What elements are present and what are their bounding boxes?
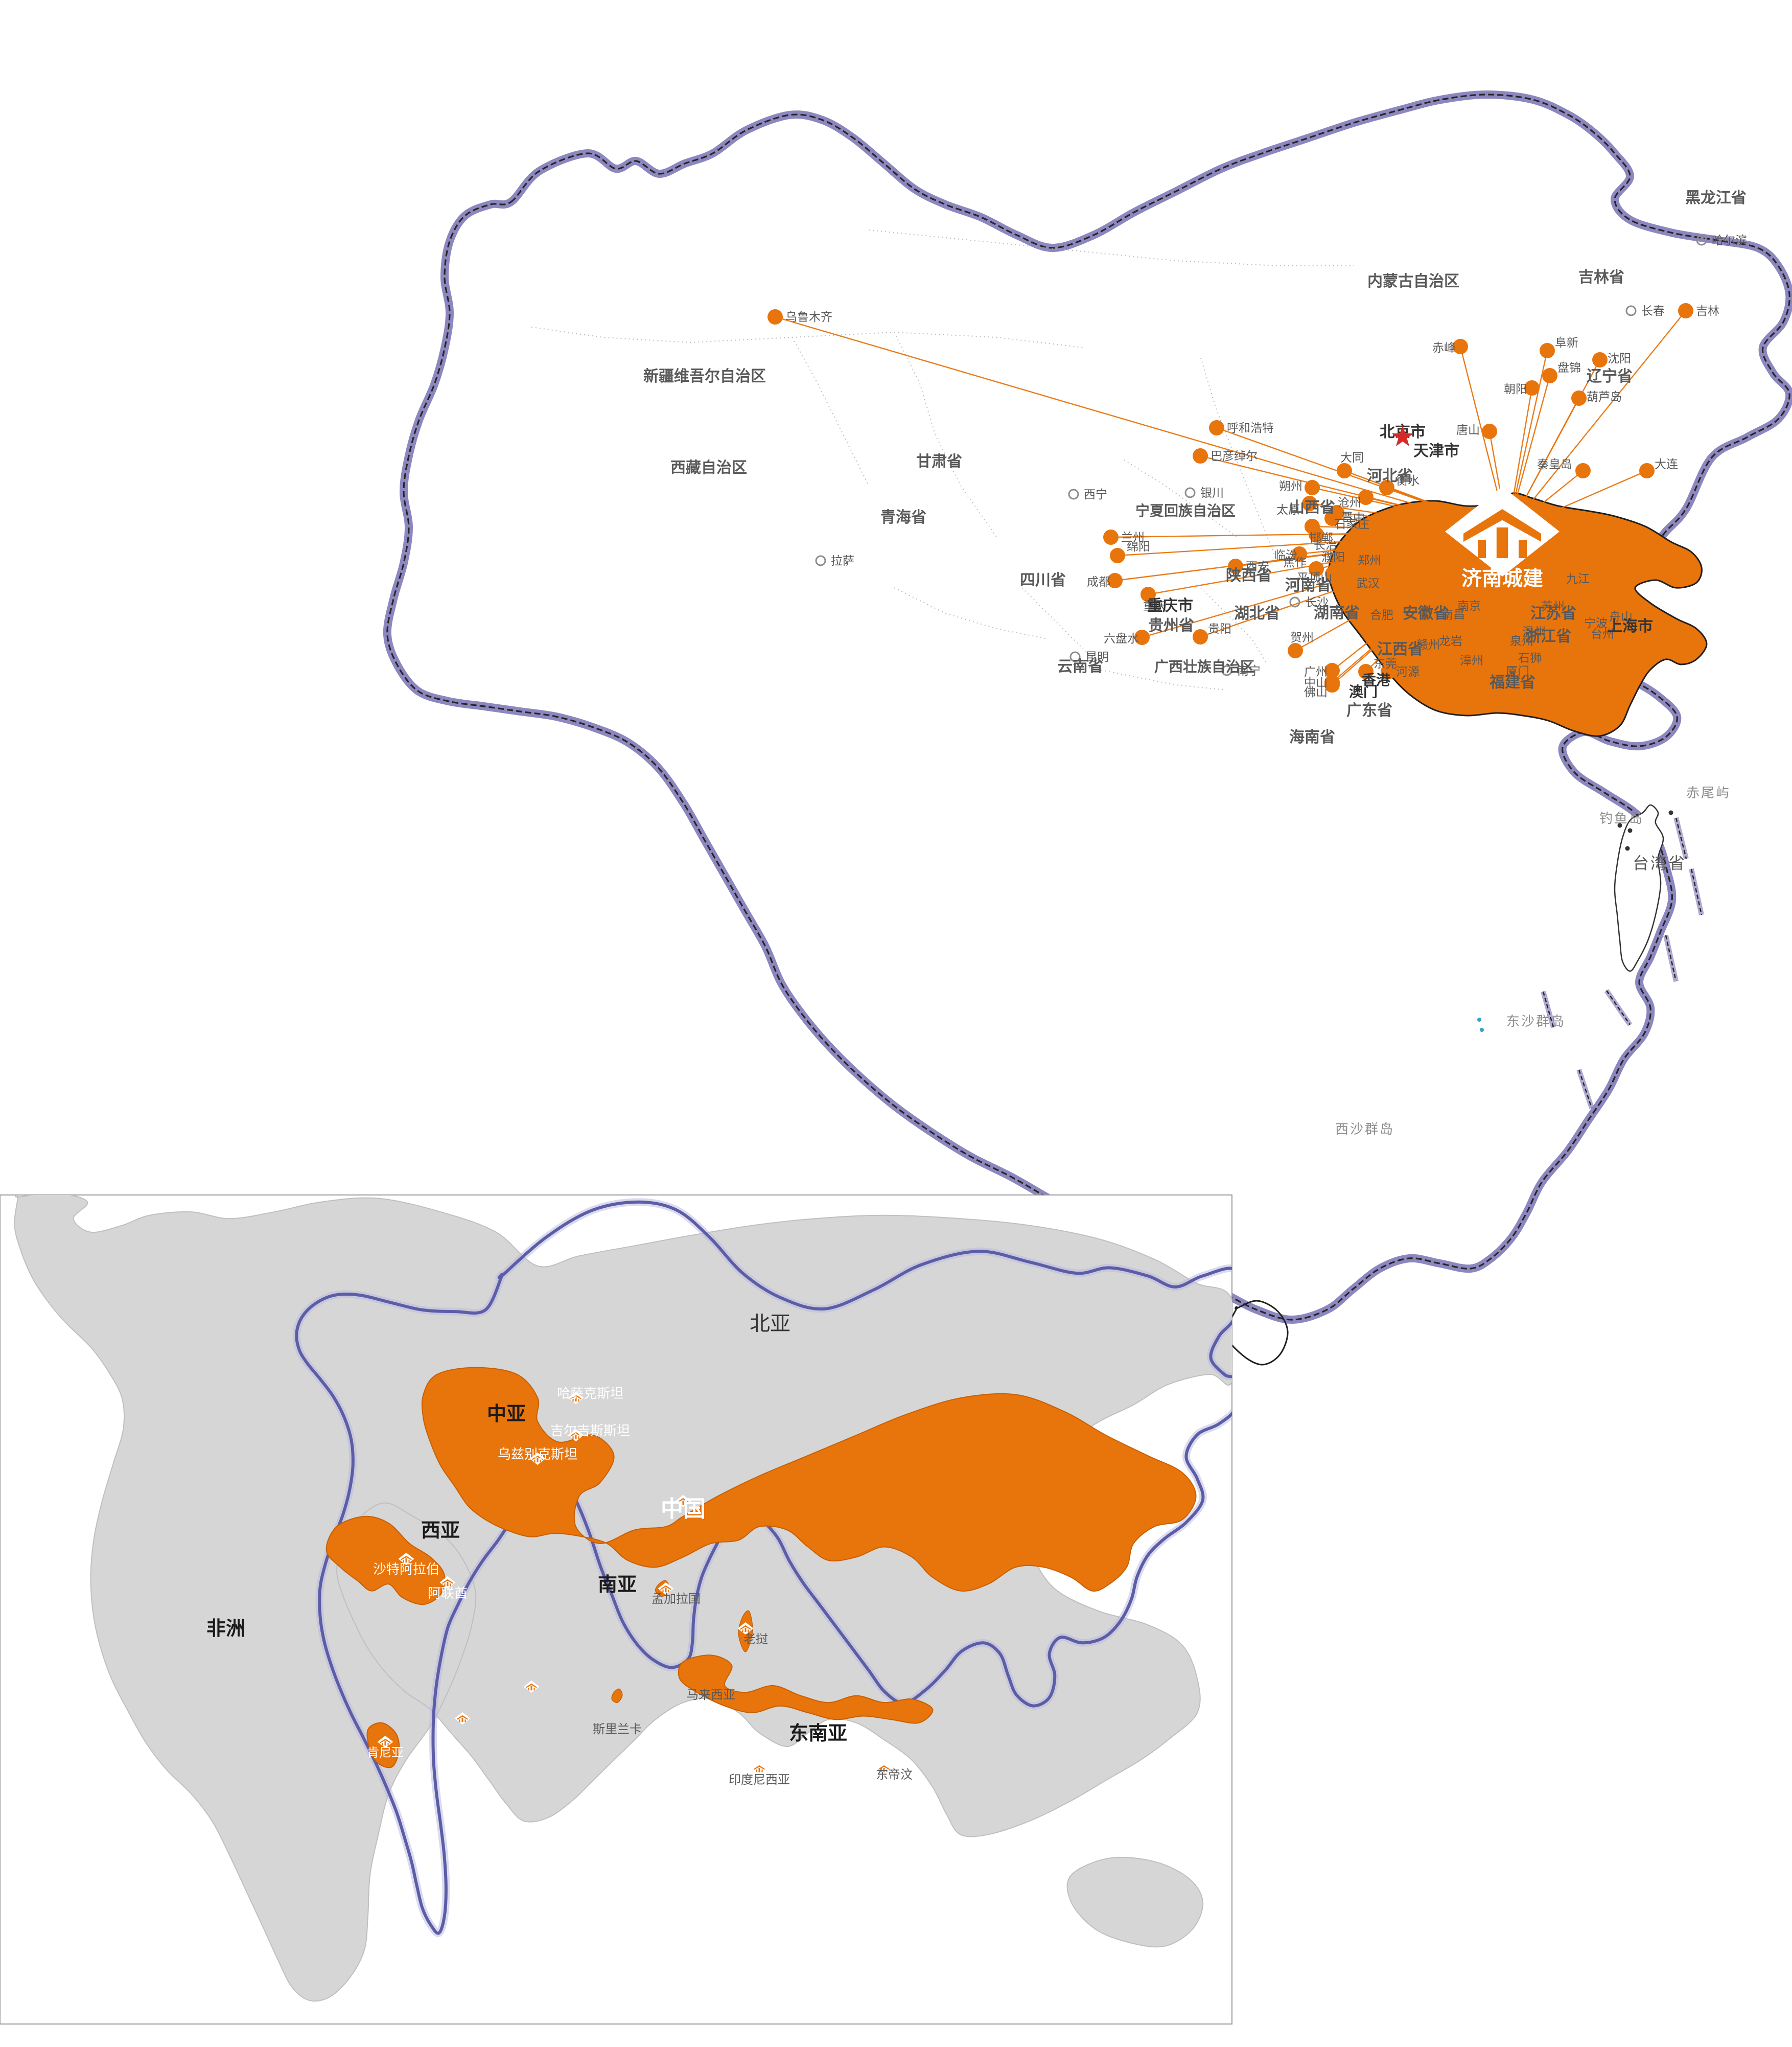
svg-text:孟加拉国: 孟加拉国 (651, 1592, 701, 1606)
svg-text:银川: 银川 (1200, 486, 1224, 499)
svg-text:印度尼西亚: 印度尼西亚 (729, 1773, 790, 1787)
svg-text:赤尾屿: 赤尾屿 (1686, 785, 1731, 800)
svg-text:斯里兰卡: 斯里兰卡 (593, 1722, 642, 1736)
svg-text:哈尔滨: 哈尔滨 (1712, 234, 1747, 247)
svg-text:山西省: 山西省 (1289, 499, 1335, 516)
svg-text:哈萨克斯坦: 哈萨克斯坦 (557, 1386, 623, 1401)
svg-text:西藏自治区: 西藏自治区 (670, 459, 747, 476)
svg-text:呼和浩特: 呼和浩特 (1227, 421, 1274, 434)
svg-text:云南省: 云南省 (1057, 658, 1103, 675)
svg-text:濮阳: 濮阳 (1321, 550, 1345, 564)
svg-text:中亚: 中亚 (487, 1404, 526, 1425)
svg-text:盘锦: 盘锦 (1557, 361, 1581, 374)
svg-text:重庆市: 重庆市 (1147, 597, 1193, 614)
svg-text:湖南省: 湖南省 (1314, 605, 1360, 622)
svg-text:朝阳: 朝阳 (1504, 382, 1527, 396)
svg-text:四川省: 四川省 (1020, 572, 1066, 589)
svg-text:广东省: 广东省 (1346, 702, 1392, 719)
svg-text:浙江省: 浙江省 (1525, 628, 1571, 645)
svg-text:东帝汶: 东帝汶 (876, 1768, 913, 1782)
svg-text:福建省: 福建省 (1489, 674, 1535, 691)
svg-text:澳门: 澳门 (1349, 684, 1378, 700)
svg-text:乌鲁木齐: 乌鲁木齐 (785, 310, 832, 324)
svg-text:赤峰: 赤峰 (1432, 341, 1456, 354)
svg-text:吉林省: 吉林省 (1578, 269, 1624, 286)
svg-text:绵阳: 绵阳 (1127, 540, 1150, 553)
svg-text:上海市: 上海市 (1607, 617, 1653, 635)
svg-text:河源: 河源 (1396, 665, 1419, 678)
svg-text:江苏省: 江苏省 (1530, 605, 1576, 622)
svg-text:吉林: 吉林 (1696, 304, 1719, 317)
svg-text:海南省: 海南省 (1289, 729, 1335, 746)
svg-text:肯尼亚: 肯尼亚 (367, 1746, 404, 1760)
svg-text:东莞: 东莞 (1374, 657, 1397, 670)
svg-text:沙特阿拉伯: 沙特阿拉伯 (373, 1561, 439, 1577)
svg-text:石狮: 石狮 (1518, 651, 1542, 664)
svg-text:辽宁省: 辽宁省 (1587, 367, 1633, 385)
svg-text:江西省: 江西省 (1377, 641, 1423, 658)
svg-text:郑州: 郑州 (1358, 554, 1381, 567)
svg-text:陕西省: 陕西省 (1226, 567, 1272, 584)
svg-text:宁夏回族自治区: 宁夏回族自治区 (1135, 502, 1236, 519)
svg-text:焦作: 焦作 (1283, 556, 1307, 569)
svg-text:天津市: 天津市 (1413, 442, 1459, 459)
svg-text:漳州: 漳州 (1460, 654, 1483, 667)
svg-text:秦皇岛: 秦皇岛 (1537, 457, 1572, 471)
svg-text:葫芦岛: 葫芦岛 (1587, 390, 1622, 403)
svg-text:贵州省: 贵州省 (1148, 617, 1194, 634)
svg-text:中国: 中国 (661, 1497, 706, 1522)
svg-text:六盘水: 六盘水 (1104, 632, 1139, 645)
svg-text:大同: 大同 (1340, 451, 1364, 464)
svg-text:南亚: 南亚 (598, 1574, 637, 1596)
svg-text:济南城建: 济南城建 (1461, 567, 1543, 590)
svg-text:沧州: 沧州 (1338, 496, 1361, 509)
svg-text:河南省: 河南省 (1285, 577, 1331, 594)
svg-text:巴彦绰尔: 巴彦绰尔 (1211, 449, 1258, 463)
svg-text:贺州: 贺州 (1290, 631, 1314, 644)
svg-text:龙岩: 龙岩 (1439, 634, 1462, 648)
svg-text:九江: 九江 (1566, 572, 1590, 585)
svg-text:广西壮族自治区: 广西壮族自治区 (1154, 658, 1254, 675)
svg-text:甘肃省: 甘肃省 (916, 453, 962, 470)
svg-text:青海省: 青海省 (880, 509, 926, 526)
svg-text:武汉: 武汉 (1356, 577, 1380, 590)
svg-text:西亚: 西亚 (421, 1520, 460, 1542)
svg-text:老挝: 老挝 (743, 1632, 768, 1646)
svg-text:黑龙江省: 黑龙江省 (1685, 190, 1747, 206)
svg-text:大连: 大连 (1655, 457, 1678, 471)
svg-text:西宁: 西宁 (1084, 488, 1107, 501)
svg-text:合肥: 合肥 (1370, 608, 1393, 622)
svg-text:吉尔吉斯斯坦: 吉尔吉斯斯坦 (550, 1423, 630, 1438)
svg-text:东沙群岛: 东沙群岛 (1506, 1014, 1566, 1029)
svg-text:沈阳: 沈阳 (1608, 352, 1631, 365)
svg-text:北亚: 北亚 (750, 1313, 790, 1335)
svg-text:马来西亚: 马来西亚 (686, 1688, 735, 1702)
svg-text:新疆维吾尔自治区: 新疆维吾尔自治区 (643, 368, 766, 385)
svg-text:安徽省: 安徽省 (1403, 605, 1449, 622)
svg-text:西沙群岛: 西沙群岛 (1335, 1121, 1394, 1137)
svg-text:成都: 成都 (1087, 575, 1110, 588)
svg-text:乌兹别克斯坦: 乌兹别克斯坦 (498, 1446, 577, 1462)
svg-text:唐山: 唐山 (1456, 423, 1480, 436)
svg-text:长春: 长春 (1641, 304, 1665, 317)
svg-text:湖北省: 湖北省 (1234, 605, 1280, 622)
svg-text:钓鱼岛: 钓鱼岛 (1599, 811, 1644, 826)
svg-text:内蒙古自治区: 内蒙古自治区 (1367, 273, 1459, 290)
svg-text:贵阳: 贵阳 (1208, 622, 1231, 635)
svg-text:河北省: 河北省 (1367, 468, 1413, 485)
svg-text:长治: 长治 (1314, 538, 1337, 551)
svg-text:佛山: 佛山 (1304, 685, 1328, 699)
svg-text:阿联酋: 阿联酋 (428, 1585, 468, 1601)
svg-text:晋中: 晋中 (1341, 511, 1365, 524)
svg-text:拉萨: 拉萨 (831, 554, 854, 567)
svg-text:朔州: 朔州 (1279, 479, 1302, 493)
svg-text:东南亚: 东南亚 (789, 1723, 847, 1744)
svg-text:台湾省: 台湾省 (1633, 854, 1686, 872)
svg-text:非洲: 非洲 (206, 1618, 245, 1640)
svg-text:阜新: 阜新 (1555, 336, 1578, 349)
